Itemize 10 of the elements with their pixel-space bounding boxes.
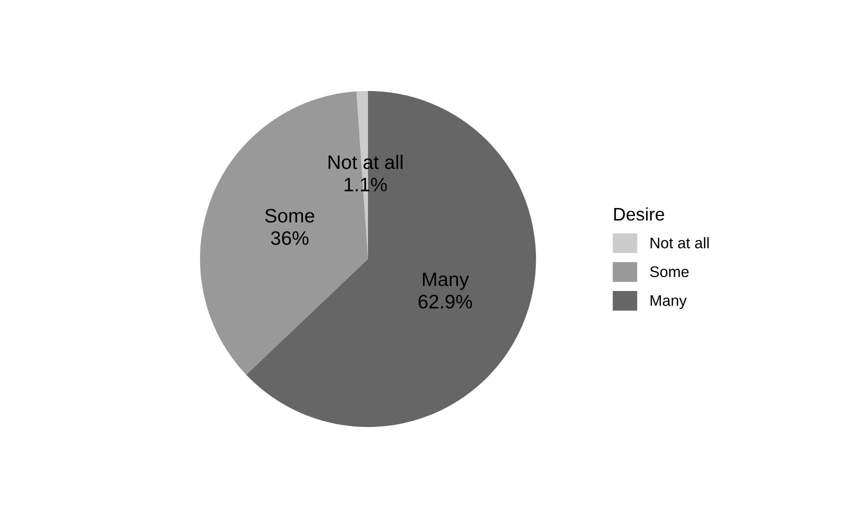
legend-label: Not at all	[650, 237, 709, 248]
legend-label: Some	[650, 266, 689, 278]
data-label: 62.9%	[418, 294, 472, 309]
legend-title: Desire	[614, 207, 664, 221]
slice-label: Many	[423, 272, 469, 290]
legend-label: Many	[650, 295, 687, 309]
pie-slice	[246, 91, 536, 427]
data-label: 36%	[270, 231, 308, 245]
data-label: 1.1%	[344, 178, 387, 192]
slice-label: Some	[265, 208, 314, 223]
